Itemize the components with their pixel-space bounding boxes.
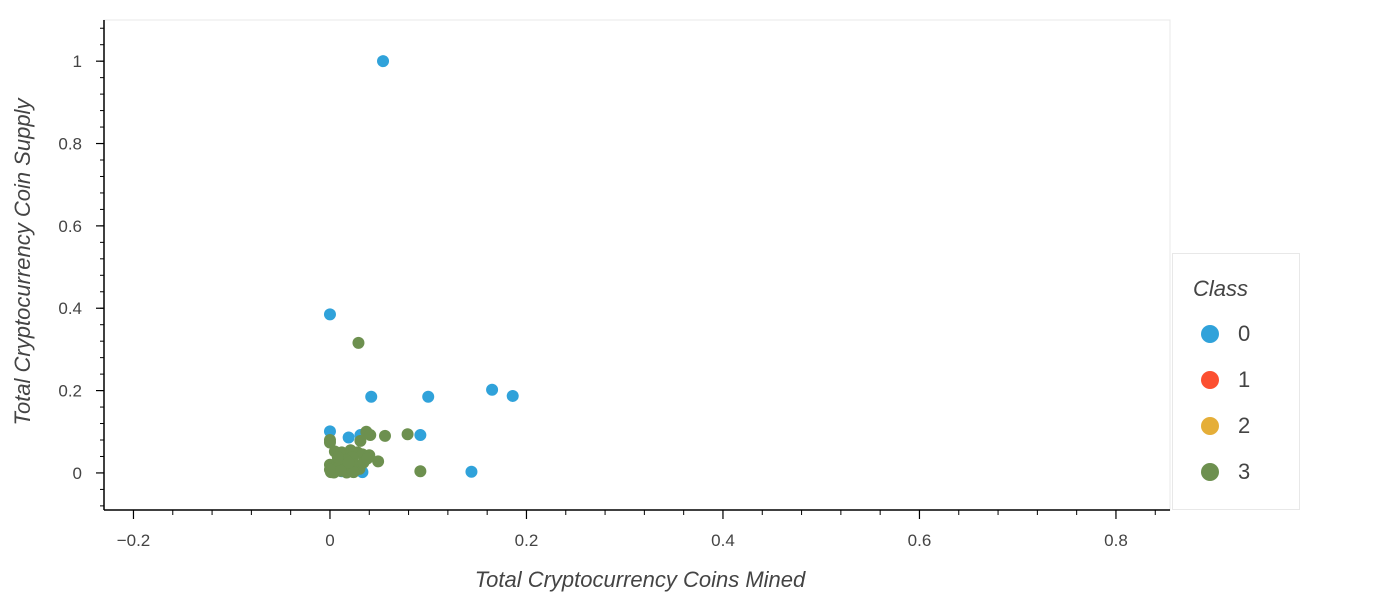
x-tick-label: 0.8 (1104, 531, 1128, 550)
data-point-class-0[interactable] (486, 383, 499, 396)
data-point-class-3[interactable] (401, 428, 414, 441)
y-tick-label: 0.8 (58, 135, 82, 154)
legend-swatch (1201, 417, 1219, 435)
data-point-class-3[interactable] (352, 336, 365, 349)
x-axis-title: Total Cryptocurrency Coins Mined (475, 567, 806, 592)
plot-frame (103, 19, 1171, 511)
data-point-class-3[interactable] (323, 436, 336, 449)
data-point-class-3[interactable] (354, 434, 367, 447)
data-point-class-0[interactable] (342, 431, 355, 444)
x-tick-label: 0.2 (515, 531, 539, 550)
legend-label: 1 (1238, 367, 1251, 392)
legend-label: 2 (1238, 413, 1251, 438)
legend-title: Class (1193, 276, 1249, 301)
x-tick-label: 0 (325, 531, 334, 550)
legend-item-3[interactable]: 3 (1201, 459, 1251, 484)
x-tick-label: 0.6 (908, 531, 932, 550)
data-point-class-0[interactable] (506, 389, 519, 402)
data-point-class-0[interactable] (365, 390, 378, 403)
data-point-class-3[interactable] (414, 465, 427, 478)
data-point-class-0[interactable] (323, 308, 336, 321)
x-tick-label: 0.4 (711, 531, 735, 550)
data-point-class-3[interactable] (364, 429, 377, 442)
legend: Class 0 1 2 3 (1172, 253, 1300, 510)
data-point-class-3[interactable] (331, 451, 344, 464)
data-point-class-0[interactable] (323, 425, 336, 438)
y-axis-title: Total Cryptocurrency Coin Supply (10, 97, 35, 426)
y-tick-label: 0.2 (58, 382, 82, 401)
data-point-class-3[interactable] (323, 463, 336, 476)
y-tick-label: 0 (73, 464, 82, 483)
data-point-class-0[interactable] (422, 390, 435, 403)
legend-swatch (1201, 463, 1219, 481)
data-point-class-3[interactable] (334, 464, 347, 477)
data-point-class-3[interactable] (378, 429, 391, 442)
legend-item-2[interactable]: 2 (1201, 413, 1251, 438)
x-axis: −0.2 0 0.2 0.4 0.6 0.8 (104, 509, 1170, 550)
legend-label: 0 (1238, 321, 1251, 346)
legend-label: 3 (1238, 459, 1251, 484)
y-tick-label: 0.6 (58, 217, 82, 236)
y-tick-label: 1 (73, 52, 82, 71)
legend-item-0[interactable]: 0 (1201, 321, 1251, 346)
y-tick-label: 0.4 (58, 299, 82, 318)
legend-item-1[interactable]: 1 (1201, 367, 1251, 392)
x-tick-label: −0.2 (117, 531, 151, 550)
data-point-class-3[interactable] (347, 466, 360, 479)
data-point-class-0[interactable] (414, 429, 427, 442)
data-point-class-3[interactable] (361, 452, 374, 465)
y-axis: 0 0.2 0.4 0.6 0.8 1 (58, 20, 105, 510)
legend-swatch (1201, 325, 1219, 343)
data-point-class-0[interactable] (465, 465, 478, 478)
data-point-class-3[interactable] (372, 455, 385, 468)
legend-swatch (1201, 371, 1219, 389)
data-point-class-3[interactable] (342, 456, 355, 469)
data-point-class-0[interactable] (377, 55, 390, 68)
data-points[interactable] (323, 55, 519, 479)
